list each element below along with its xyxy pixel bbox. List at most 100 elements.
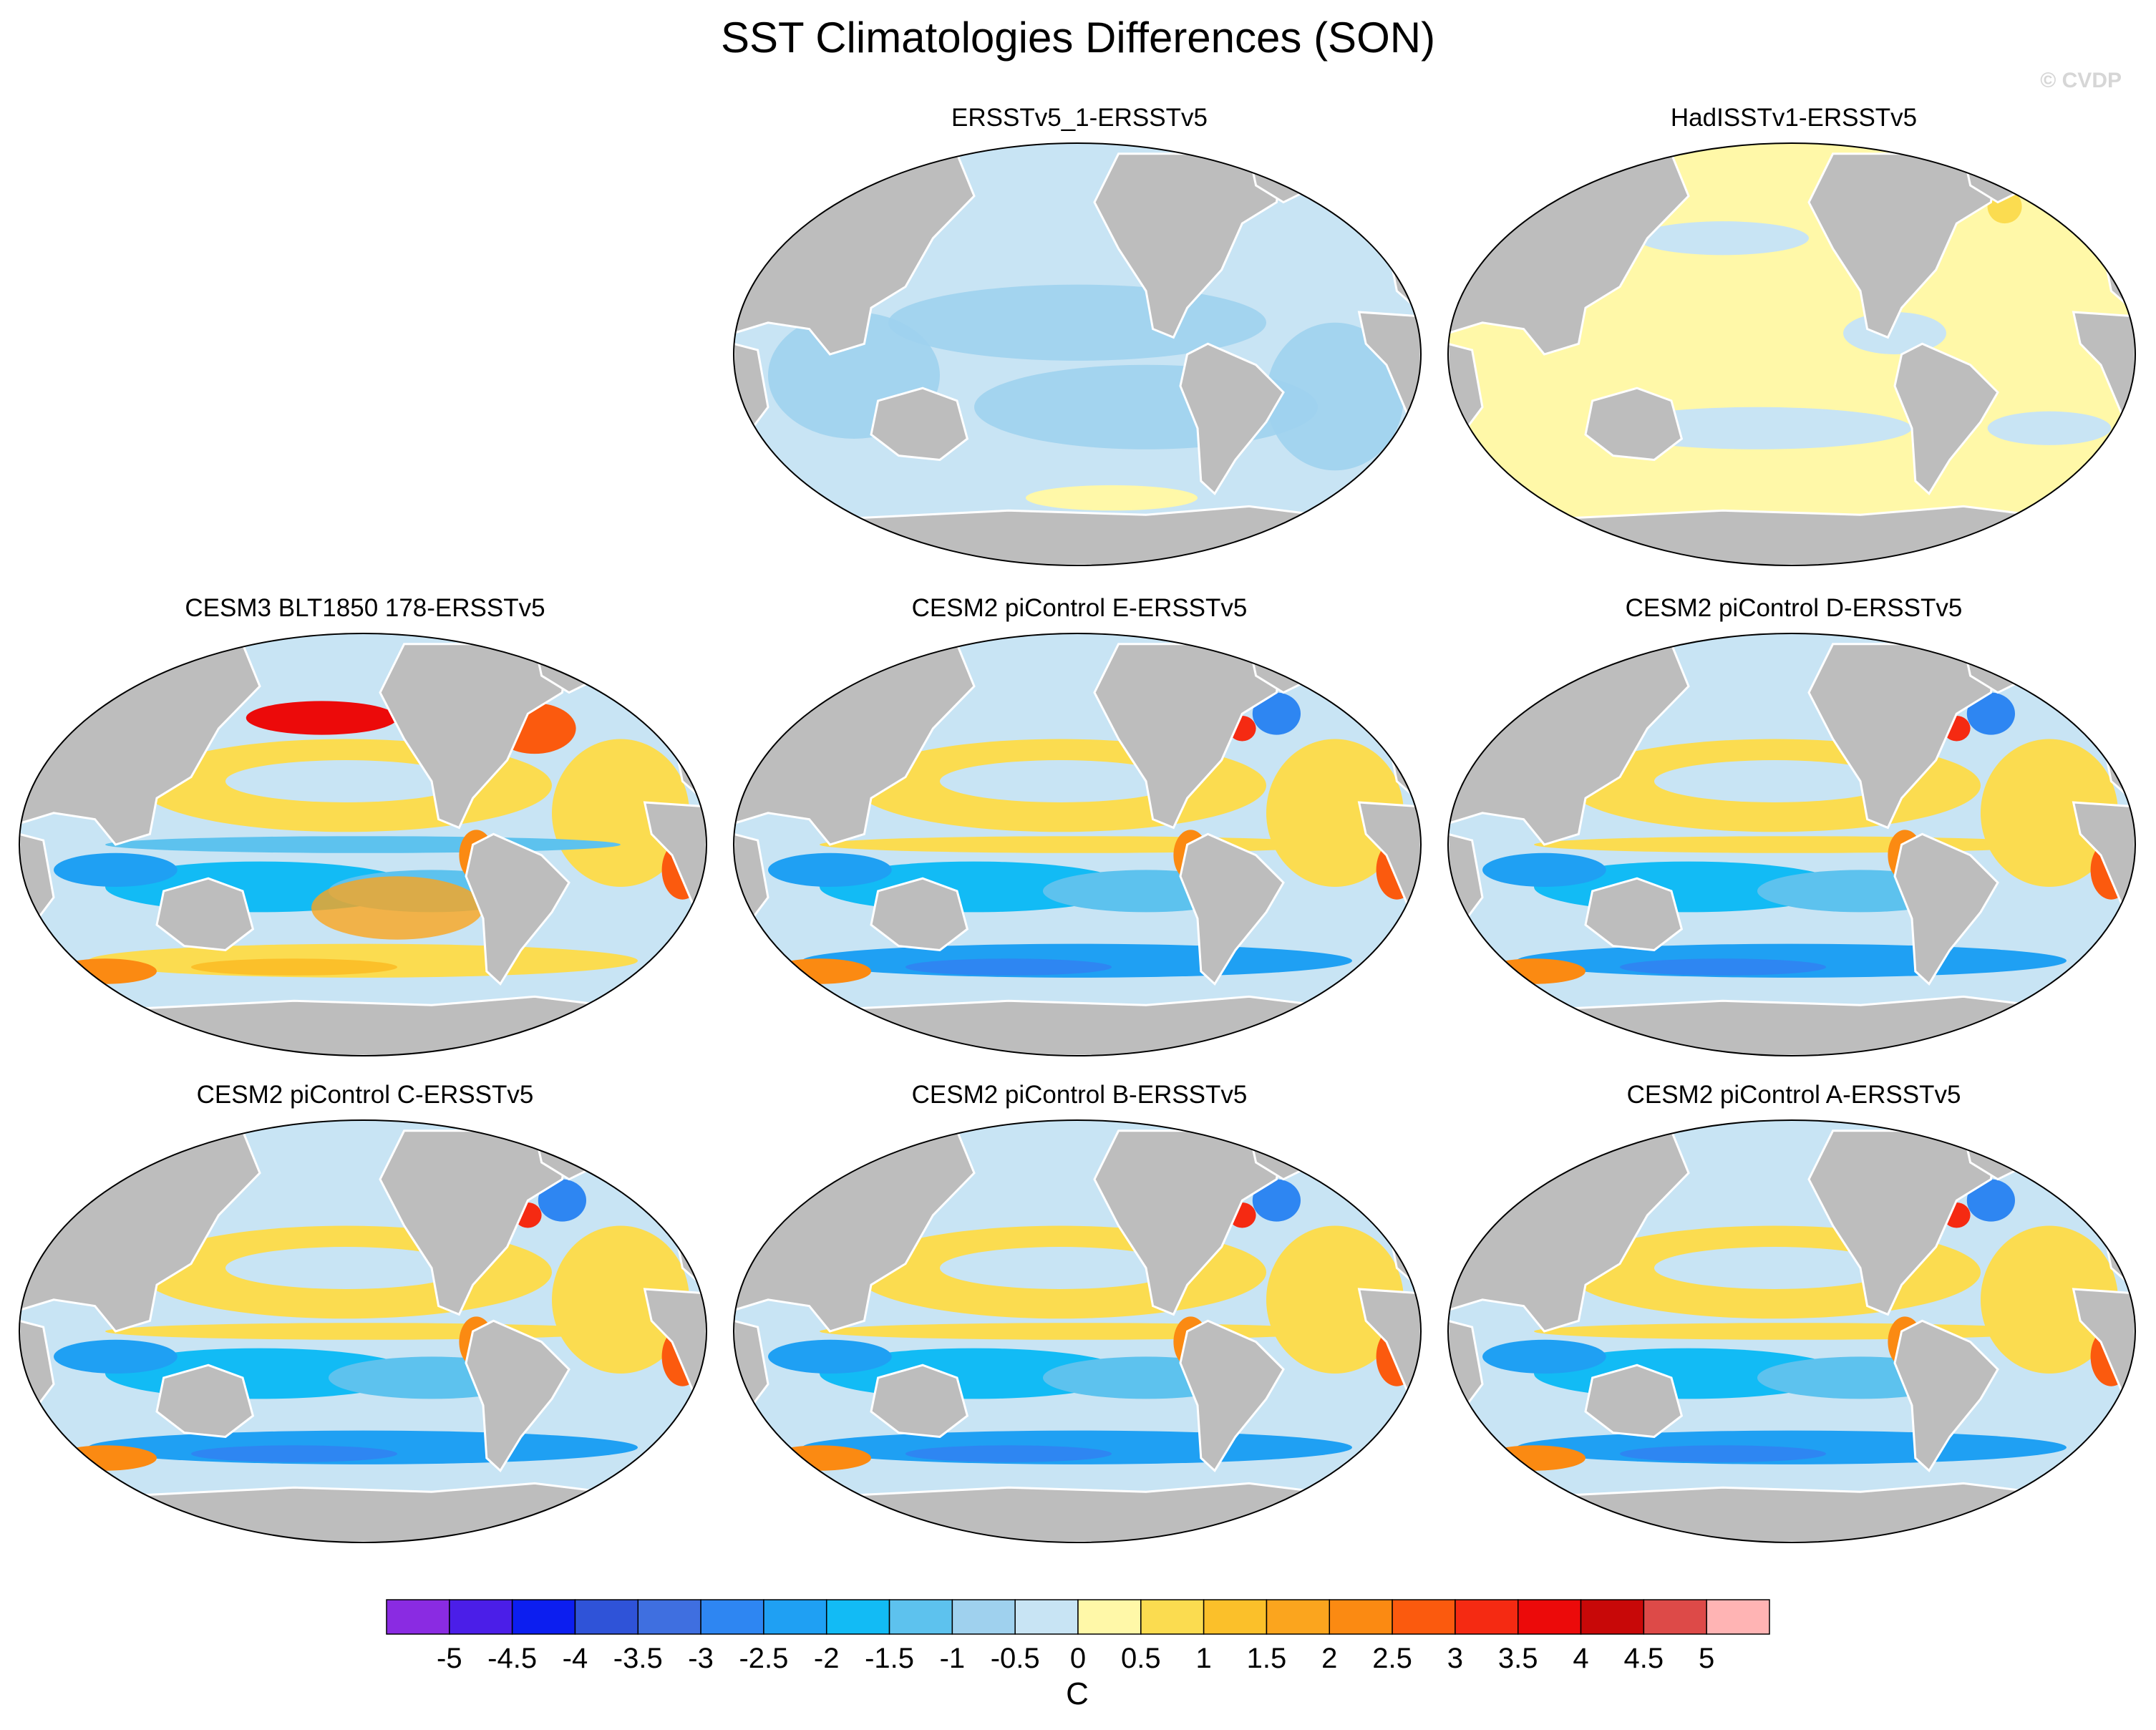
sst-difference-map — [733, 142, 1422, 566]
colorbar-tick-label: 3 — [1447, 1643, 1464, 1674]
colorbar-swatch — [1266, 1599, 1331, 1635]
land-australia — [1584, 877, 1684, 952]
ocean-anomaly — [552, 1225, 689, 1374]
colorbar-swatch — [825, 1599, 890, 1635]
land-antarctica — [1549, 995, 2070, 1056]
sst-difference-map — [19, 633, 707, 1056]
land-antarctica — [1549, 505, 2070, 565]
ocean-anomaly — [1252, 1179, 1301, 1222]
ocean-anomaly — [1981, 739, 2118, 887]
ocean-anomaly — [191, 1445, 397, 1462]
ocean-anomaly — [54, 1445, 157, 1471]
map-panel: CESM2 piControl C-ERSSTv5 — [7, 1081, 723, 1568]
land-antarctica — [1549, 1482, 2070, 1542]
map-panel: CESM2 piControl B-ERSSTv5 — [722, 1081, 1437, 1568]
land-australia — [155, 877, 255, 952]
ocean-anomaly — [311, 876, 483, 940]
ocean-anomaly — [1266, 322, 1404, 471]
ocean-anomaly — [191, 958, 397, 976]
ocean-anomaly — [820, 1323, 1335, 1340]
colorbar-tick-label: -4.5 — [487, 1643, 538, 1674]
map-boundary — [19, 1119, 707, 1543]
land-antarctica — [835, 995, 1356, 1056]
panel-title: ERSSTv5_1-ERSSTv5 — [951, 104, 1208, 132]
copyright-watermark: © CVDP — [2040, 69, 2122, 92]
sst-difference-map — [1447, 633, 2136, 1056]
land-australia — [870, 387, 969, 462]
ocean-anomaly — [1252, 692, 1301, 735]
colorbar-swatch — [1580, 1599, 1645, 1635]
map-boundary — [733, 633, 1422, 1056]
map-panel: CESM2 piControl D-ERSSTv5 — [1436, 594, 2152, 1081]
land-antarctica — [120, 1482, 641, 1542]
colorbar-tick-label: -2.5 — [739, 1643, 789, 1674]
map-panel: CESM2 piControl A-ERSSTv5 — [1436, 1081, 2152, 1568]
ocean-anomaly — [768, 852, 892, 887]
colorbar-tick-label: 3.5 — [1497, 1643, 1538, 1674]
ocean-anomaly — [538, 1179, 587, 1222]
colorbar-tick-label: 1 — [1195, 1643, 1212, 1674]
ocean-anomaly — [1482, 1445, 1586, 1471]
ocean-anomaly — [1026, 485, 1198, 511]
land-australia — [870, 1364, 969, 1439]
panel-title: CESM2 piControl A-ERSSTv5 — [1626, 1081, 1961, 1109]
colorbar-swatch — [1392, 1599, 1456, 1635]
colorbar-tick-label: 4.5 — [1623, 1643, 1664, 1674]
colorbar-swatch — [1014, 1599, 1079, 1635]
land-samerica — [465, 1319, 570, 1473]
land-samerica — [1179, 1319, 1285, 1473]
ocean-anomaly — [1654, 1247, 1895, 1289]
ocean-anomaly — [1534, 836, 2049, 853]
colorbar-tick-label: -1 — [939, 1643, 966, 1674]
ocean-anomaly — [1966, 692, 2015, 735]
land-antarctica — [835, 1482, 1356, 1542]
map-boundary — [1447, 1119, 2136, 1543]
colorbar-swatch — [951, 1599, 1016, 1635]
colorbar-swatch — [1517, 1599, 1582, 1635]
panel-title: CESM2 piControl C-ERSSTv5 — [196, 1081, 534, 1109]
ocean-anomaly — [105, 1323, 621, 1340]
ocean-anomaly — [53, 1339, 178, 1374]
colorbar-tick-label: -4 — [562, 1643, 588, 1674]
colorbar-swatch — [1706, 1599, 1770, 1635]
ocean-anomaly — [768, 1339, 892, 1374]
sst-difference-map — [1447, 1119, 2136, 1543]
land-samerica — [1893, 342, 1999, 496]
colorbar-tick-label: -5 — [437, 1643, 462, 1674]
land-antarctica — [120, 995, 641, 1056]
land-samerica — [465, 832, 570, 986]
ocean-anomaly — [1482, 852, 1606, 887]
land-samerica — [1893, 832, 1999, 986]
colorbar-swatch — [1329, 1599, 1393, 1635]
colorbar-swatch — [637, 1599, 701, 1635]
land-australia — [870, 877, 969, 952]
ocean-anomaly — [1482, 958, 1586, 984]
panel-title: CESM3 BLT1850 178-ERSSTv5 — [185, 594, 545, 622]
map-boundary — [733, 1119, 1422, 1543]
map-boundary — [1447, 142, 2136, 566]
ocean-anomaly — [1266, 1225, 1404, 1374]
colorbar-tick-label: 0.5 — [1121, 1643, 1161, 1674]
land-australia — [1584, 387, 1684, 462]
ocean-anomaly — [820, 836, 1335, 853]
colorbar-tick-label: 5 — [1699, 1643, 1715, 1674]
ocean-anomaly — [1534, 1323, 2049, 1340]
map-panel: CESM3 BLT1850 178-ERSSTv5 — [7, 594, 723, 1081]
land-samerica — [1893, 1319, 1999, 1473]
colorbar-swatch — [763, 1599, 827, 1635]
colorbar-tick-label: 0 — [1069, 1643, 1087, 1674]
panel-title: CESM2 piControl E-ERSSTv5 — [911, 594, 1248, 622]
ocean-anomaly — [768, 958, 871, 984]
colorbar-swatch — [1643, 1599, 1707, 1635]
map-boundary — [19, 633, 707, 1056]
ocean-anomaly — [940, 760, 1180, 802]
panel-title: HadISSTv1-ERSSTv5 — [1670, 104, 1918, 132]
colorbar-swatch — [449, 1599, 513, 1635]
colorbar-swatch — [1455, 1599, 1519, 1635]
colorbar-tick-label: 1.5 — [1246, 1643, 1287, 1674]
ocean-anomaly — [1482, 1339, 1606, 1374]
ocean-anomaly — [1620, 1445, 1826, 1462]
map-boundary — [1447, 633, 2136, 1056]
colorbar-tick-label: 4 — [1573, 1643, 1589, 1674]
ocean-anomaly — [1981, 1225, 2118, 1374]
